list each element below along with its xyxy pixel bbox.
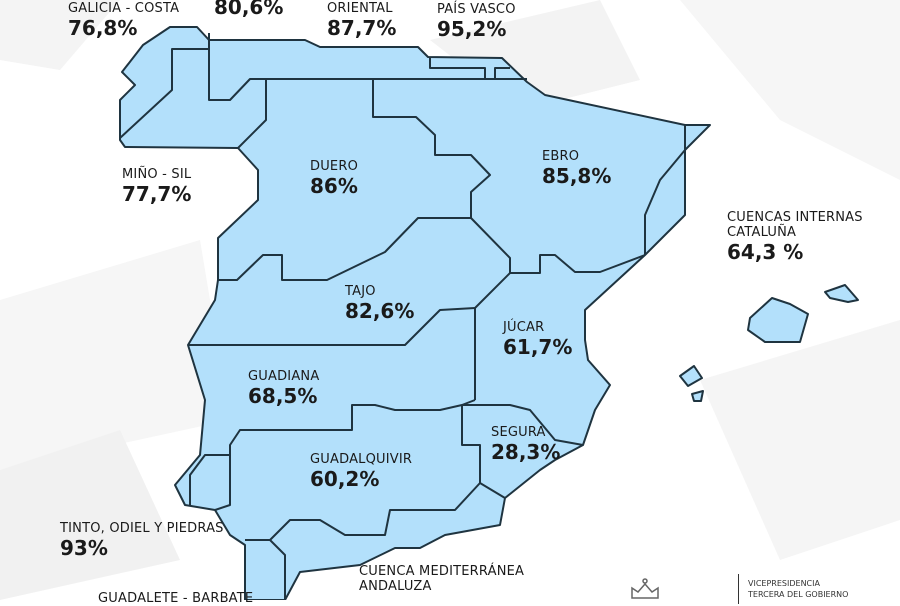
government-logo-text: VICEPRESIDENCIA TERCERA DEL GOBIERNO — [748, 578, 848, 600]
basin-name: SEGURA — [491, 425, 546, 440]
label-cantabrico-oriental: ORIENTAL 87,7% — [327, 2, 396, 38]
basin-value: 60,2% — [310, 467, 380, 491]
label-guadalete-barbate: GUADALETE - BARBATE — [98, 592, 253, 605]
basin-name-line2: CATALUÑA — [727, 225, 797, 240]
formentera-island — [691, 390, 704, 402]
logo-divider — [738, 574, 739, 604]
basin-name: JÚCAR — [503, 320, 545, 335]
basin-name: GALICIA - COSTA — [68, 1, 180, 16]
basin-value: 61,7% — [503, 335, 573, 359]
label-duero: DUERO 86% — [310, 160, 358, 196]
logo-line-2: TERCERA DEL GOBIERNO — [748, 590, 849, 599]
basin-value: 95,2% — [437, 17, 507, 41]
label-galicia-costa: GALICIA - COSTA 76,8% — [68, 2, 179, 38]
label-cantabrico-occidental: 80,6% — [214, 0, 283, 17]
basin-name: GUADALQUIVIR — [310, 452, 413, 467]
basin-name-line2: ANDALUZA — [359, 579, 432, 594]
label-tajo: TAJO 82,6% — [345, 285, 414, 321]
logo-line-1: VICEPRESIDENCIA — [748, 579, 820, 588]
label-ebro: EBRO 85,8% — [542, 150, 611, 186]
basin-name: DUERO — [310, 159, 359, 174]
basin-value: 86% — [310, 174, 358, 198]
label-tinto-odiel-piedras: TINTO, ODIEL Y PIEDRAS 93% — [60, 522, 224, 558]
basin-value: 87,7% — [327, 16, 397, 40]
basin-value: 93% — [60, 536, 108, 560]
label-mediterranea-andaluza: CUENCA MEDITERRÁNEA ANDALUZA — [359, 565, 524, 593]
menorca-island — [824, 284, 859, 303]
basin-value: 28,3% — [491, 440, 561, 464]
basin-value: 80,6% — [214, 0, 284, 19]
basin-value: 85,8% — [542, 164, 612, 188]
basin-name: TINTO, ODIEL Y PIEDRAS — [60, 521, 224, 536]
basin-name: MIÑO - SIL — [122, 167, 192, 182]
basin-name: GUADIANA — [248, 369, 320, 384]
basin-name: ORIENTAL — [327, 1, 393, 16]
label-mino-sil: MIÑO - SIL 77,7% — [122, 168, 191, 204]
basin-value: 68,5% — [248, 384, 318, 408]
basin-name: TAJO — [345, 284, 376, 299]
spain-outline — [119, 26, 711, 600]
label-pais-vasco: PAÍS VASCO 95,2% — [437, 3, 516, 39]
basin-value: 77,7% — [122, 182, 192, 206]
label-segura: SEGURA 28,3% — [491, 426, 560, 462]
label-jucar: JÚCAR 61,7% — [503, 321, 572, 357]
label-guadiana: GUADIANA 68,5% — [248, 370, 319, 406]
basin-name: PAÍS VASCO — [437, 2, 516, 17]
mallorca-island — [747, 297, 809, 343]
basin-value: 82,6% — [345, 299, 415, 323]
basin-borders — [119, 33, 686, 600]
label-guadalquivir: GUADALQUIVIR 60,2% — [310, 453, 412, 489]
crown-coat-of-arms-icon — [631, 578, 659, 599]
basin-name: CUENCA MEDITERRÁNEA — [359, 564, 525, 579]
label-cataluna: CUENCAS INTERNAS CATALUÑA 64,3 % — [727, 211, 863, 262]
basin-value: 76,8% — [68, 16, 138, 40]
basin-name: GUADALETE - BARBATE — [98, 591, 254, 606]
ibiza-island — [679, 365, 703, 387]
basin-name: CUENCAS INTERNAS — [727, 210, 863, 225]
basin-name: EBRO — [542, 149, 580, 164]
basin-value: 64,3 % — [727, 240, 804, 264]
